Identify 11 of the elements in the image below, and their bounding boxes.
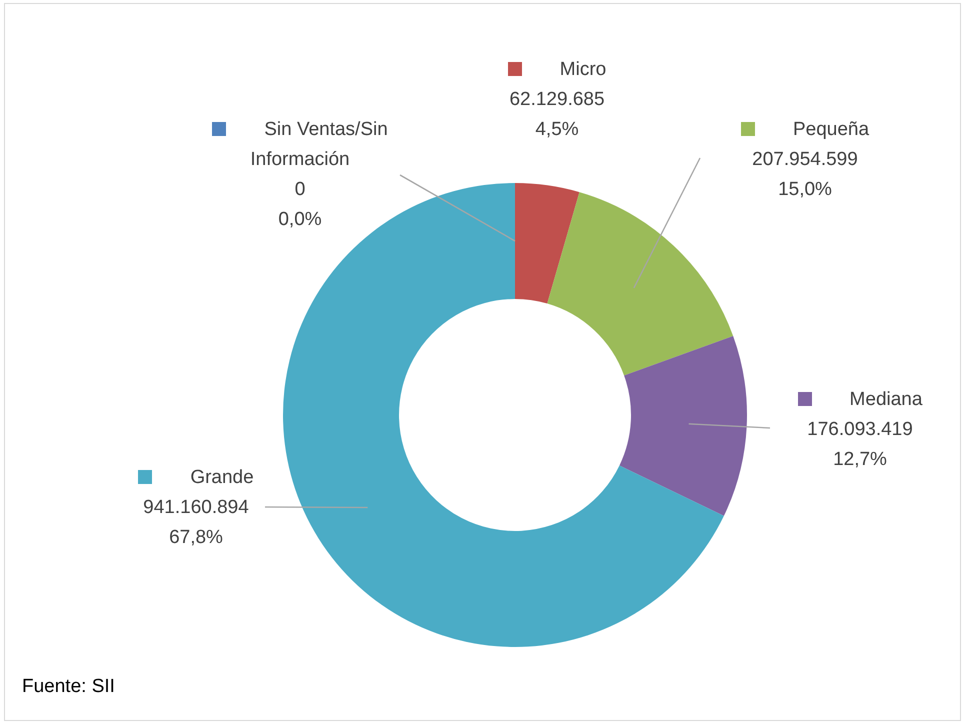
data-label: 941.160.894 67,8%	[142, 496, 250, 550]
data-label: 207.954.599 15,0%	[751, 148, 859, 202]
legend-label: Pequeña	[792, 118, 870, 142]
legend-label: Micro	[558, 58, 608, 82]
legend-label: Grande	[189, 466, 255, 490]
data-label: 62.129.685 4,5%	[508, 88, 606, 142]
source-note: Fuente: SII	[22, 675, 115, 699]
data-label: 176.093.419 12,7%	[806, 418, 914, 472]
text: 0 0,0%	[278, 179, 322, 230]
legend-label: Mediana	[848, 388, 924, 412]
legend-label: Sin Ventas/Sin Información	[249, 118, 389, 172]
